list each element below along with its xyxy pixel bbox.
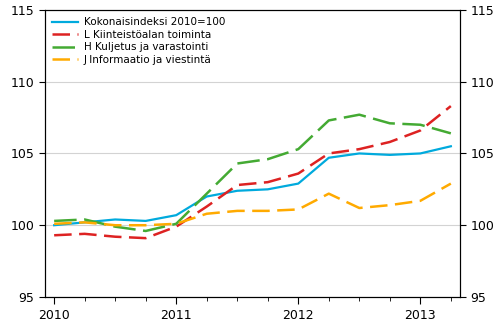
H Kuljetus ja varastointi bbox=[448, 131, 454, 135]
J Informaatio ja viestintä bbox=[173, 222, 179, 226]
L Kiinteistöalan toiminta bbox=[326, 151, 332, 155]
L Kiinteistöalan toiminta bbox=[296, 172, 302, 176]
Kokonaisindeksi 2010=100 bbox=[51, 223, 57, 227]
L Kiinteistöalan toiminta bbox=[265, 180, 271, 184]
H Kuljetus ja varastointi bbox=[356, 113, 362, 117]
H Kuljetus ja varastointi bbox=[142, 229, 148, 233]
Line: J Informaatio ja viestintä: J Informaatio ja viestintä bbox=[54, 183, 451, 225]
Kokonaisindeksi 2010=100 bbox=[326, 156, 332, 160]
L Kiinteistöalan toiminta bbox=[204, 205, 210, 209]
Kokonaisindeksi 2010=100 bbox=[448, 144, 454, 148]
J Informaatio ja viestintä bbox=[387, 203, 393, 207]
J Informaatio ja viestintä bbox=[82, 220, 87, 224]
J Informaatio ja viestintä bbox=[448, 182, 454, 185]
J Informaatio ja viestintä bbox=[265, 209, 271, 213]
H Kuljetus ja varastointi bbox=[112, 225, 118, 229]
Kokonaisindeksi 2010=100 bbox=[356, 151, 362, 155]
H Kuljetus ja varastointi bbox=[296, 147, 302, 151]
Kokonaisindeksi 2010=100 bbox=[112, 217, 118, 221]
Kokonaisindeksi 2010=100 bbox=[204, 195, 210, 199]
H Kuljetus ja varastointi bbox=[265, 157, 271, 161]
Kokonaisindeksi 2010=100 bbox=[234, 189, 240, 193]
J Informaatio ja viestintä bbox=[356, 206, 362, 210]
L Kiinteistöalan toiminta bbox=[173, 225, 179, 229]
Kokonaisindeksi 2010=100 bbox=[173, 213, 179, 217]
L Kiinteistöalan toiminta bbox=[418, 128, 424, 132]
Kokonaisindeksi 2010=100 bbox=[82, 220, 87, 224]
Kokonaisindeksi 2010=100 bbox=[265, 187, 271, 191]
L Kiinteistöalan toiminta bbox=[51, 233, 57, 237]
L Kiinteistöalan toiminta bbox=[234, 183, 240, 187]
L Kiinteistöalan toiminta bbox=[387, 140, 393, 144]
L Kiinteistöalan toiminta bbox=[142, 236, 148, 240]
J Informaatio ja viestintä bbox=[326, 192, 332, 196]
Line: L Kiinteistöalan toiminta: L Kiinteistöalan toiminta bbox=[54, 106, 451, 238]
H Kuljetus ja varastointi bbox=[234, 161, 240, 165]
J Informaatio ja viestintä bbox=[296, 208, 302, 212]
J Informaatio ja viestintä bbox=[112, 223, 118, 227]
L Kiinteistöalan toiminta bbox=[112, 235, 118, 239]
H Kuljetus ja varastointi bbox=[418, 123, 424, 127]
H Kuljetus ja varastointi bbox=[326, 118, 332, 122]
J Informaatio ja viestintä bbox=[418, 199, 424, 203]
Line: H Kuljetus ja varastointi: H Kuljetus ja varastointi bbox=[54, 115, 451, 231]
H Kuljetus ja varastointi bbox=[82, 217, 87, 221]
J Informaatio ja viestintä bbox=[51, 222, 57, 226]
H Kuljetus ja varastointi bbox=[51, 219, 57, 223]
J Informaatio ja viestintä bbox=[204, 212, 210, 216]
Legend: Kokonaisindeksi 2010=100, L Kiinteistöalan toiminta, H Kuljetus ja varastointi, : Kokonaisindeksi 2010=100, L Kiinteistöal… bbox=[50, 15, 227, 67]
J Informaatio ja viestintä bbox=[234, 209, 240, 213]
L Kiinteistöalan toiminta bbox=[82, 232, 87, 236]
Kokonaisindeksi 2010=100 bbox=[142, 219, 148, 223]
Kokonaisindeksi 2010=100 bbox=[296, 182, 302, 185]
H Kuljetus ja varastointi bbox=[173, 222, 179, 226]
Kokonaisindeksi 2010=100 bbox=[418, 151, 424, 155]
L Kiinteistöalan toiminta bbox=[356, 147, 362, 151]
Line: Kokonaisindeksi 2010=100: Kokonaisindeksi 2010=100 bbox=[54, 146, 451, 225]
L Kiinteistöalan toiminta bbox=[448, 104, 454, 108]
H Kuljetus ja varastointi bbox=[204, 192, 210, 196]
H Kuljetus ja varastointi bbox=[387, 121, 393, 125]
J Informaatio ja viestintä bbox=[142, 223, 148, 227]
Kokonaisindeksi 2010=100 bbox=[387, 153, 393, 157]
